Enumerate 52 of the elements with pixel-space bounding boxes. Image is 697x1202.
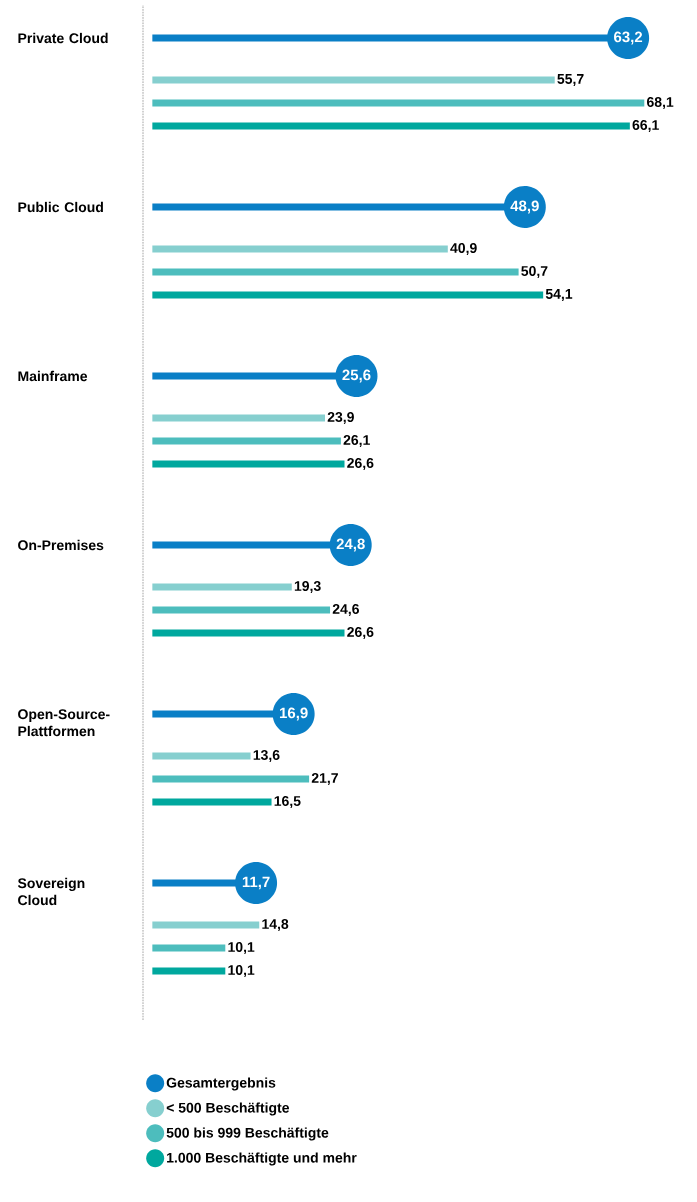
data-label: 68,1	[647, 97, 674, 109]
bar	[152, 99, 645, 107]
bar	[152, 967, 226, 975]
data-label: 19,3	[294, 581, 321, 593]
data-label: 55,7	[557, 74, 584, 86]
data-label: 26,6	[347, 627, 374, 639]
data-label: 40,9	[450, 243, 477, 255]
data-label: 11,7	[242, 876, 270, 890]
bar	[152, 460, 345, 468]
data-label: 21,7	[311, 773, 338, 785]
bar	[152, 606, 331, 614]
bar	[152, 245, 448, 253]
data-label: 24,6	[332, 604, 359, 616]
y-tick-label: Private Cloud	[18, 32, 108, 44]
legend-label: 500 bis 999 Beschäftigte	[166, 1127, 329, 1141]
y-tick-label: Open-Source-Plattformen	[18, 709, 110, 737]
data-label: 54,1	[545, 289, 573, 301]
data-label: 26,6	[347, 458, 374, 470]
data-label: 16,9	[279, 707, 308, 721]
data-label: 48,9	[510, 200, 539, 214]
data-label: 26,1	[343, 435, 370, 447]
data-label: 16,5	[274, 796, 301, 808]
bar	[152, 437, 341, 445]
bar	[152, 414, 325, 422]
bar	[152, 921, 260, 929]
bar	[152, 583, 292, 591]
y-tick-label: Sovereign Cloud	[17, 877, 85, 906]
bar	[152, 268, 519, 276]
bar	[152, 798, 272, 806]
data-label: 25,6	[342, 369, 371, 383]
y-tick-label: Public Cloud	[18, 201, 103, 213]
data-label: 10,1	[228, 965, 255, 977]
data-label: 23,9	[327, 412, 354, 424]
legend-label: < 500 Beschäftigte	[166, 1102, 290, 1116]
y-tick-label: On-Premises	[18, 539, 104, 551]
data-label: 50,7	[521, 266, 548, 278]
data-label: 14,8	[262, 919, 289, 931]
data-label: 63,2	[614, 31, 643, 45]
bar	[152, 944, 226, 952]
bar	[152, 629, 345, 637]
bar	[152, 752, 251, 760]
legend-label: Gesamtergebnis	[166, 1077, 276, 1091]
data-label: 24,8	[336, 538, 365, 552]
data-label: 10,1	[228, 942, 255, 954]
data-label: 13,6	[253, 750, 280, 762]
bar	[152, 775, 310, 783]
data-label: 66,1	[632, 120, 659, 132]
bar	[152, 122, 630, 130]
bar	[152, 291, 544, 299]
bar	[152, 76, 555, 84]
y-tick-label: Mainframe	[18, 370, 88, 382]
legend-label: 1.000 Beschäftigte und mehr	[167, 1152, 357, 1166]
